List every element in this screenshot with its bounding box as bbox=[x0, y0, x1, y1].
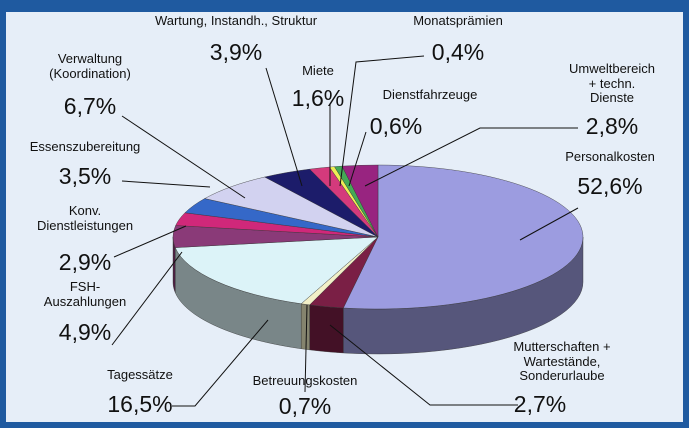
slice-value: 0,7% bbox=[278, 393, 332, 419]
slice-value: 2,7% bbox=[513, 391, 567, 417]
slice-value: 52,6% bbox=[577, 173, 643, 199]
slice-name: Wartung, Instandh., Struktur bbox=[154, 13, 318, 28]
slice-value: 2,9% bbox=[58, 249, 112, 275]
leader-line bbox=[519, 207, 579, 241]
leader-line bbox=[121, 180, 211, 188]
slice-value: 4,9% bbox=[58, 319, 112, 345]
slice-name: Umweltbereich + techn. Dienste bbox=[569, 61, 655, 106]
leader-line bbox=[265, 67, 303, 187]
leader-line bbox=[348, 131, 367, 187]
slice-value: 2,8% bbox=[585, 113, 639, 139]
slice-value: 0,6% bbox=[369, 113, 423, 139]
slice bbox=[341, 164, 379, 238]
leader-line bbox=[339, 55, 425, 187]
leader-line bbox=[364, 127, 578, 187]
slice-value: 1,6% bbox=[291, 85, 345, 111]
slice-name: Essenszubereitung bbox=[29, 139, 141, 154]
slice-name: Betreuungskosten bbox=[252, 373, 358, 388]
slice bbox=[343, 164, 584, 310]
leader-line bbox=[111, 251, 183, 346]
slice-name: Verwaltung (Koordination) bbox=[49, 51, 131, 81]
slice-name: Personalkosten bbox=[565, 149, 655, 164]
slice bbox=[174, 236, 379, 304]
leader-line bbox=[121, 115, 246, 199]
slice-name: Mutterschaften + Wartestände, Sonderurla… bbox=[513, 339, 611, 384]
slice-name: Tagessätze bbox=[107, 367, 173, 382]
slice-name: Monatsprämien bbox=[413, 13, 503, 28]
slice-side bbox=[309, 304, 344, 354]
slice-value: 16,5% bbox=[107, 391, 173, 417]
slice-value: 0,4% bbox=[431, 39, 485, 65]
slice-value: 6,7% bbox=[63, 93, 117, 119]
slice-name: FSH- Auszahlungen bbox=[43, 279, 127, 309]
slice-value: 3,9% bbox=[209, 39, 263, 65]
leader-line bbox=[304, 304, 308, 393]
slice-name: Konv. Dienstleistungen bbox=[36, 203, 134, 233]
leader-line bbox=[172, 319, 269, 407]
slice-name: Miete bbox=[302, 63, 334, 78]
slice-side bbox=[300, 303, 310, 351]
leader-line bbox=[113, 225, 187, 258]
slice-name: Dienstfahrzeuge bbox=[382, 87, 478, 102]
slice-value: 3,5% bbox=[58, 163, 112, 189]
leader-line bbox=[329, 324, 518, 406]
